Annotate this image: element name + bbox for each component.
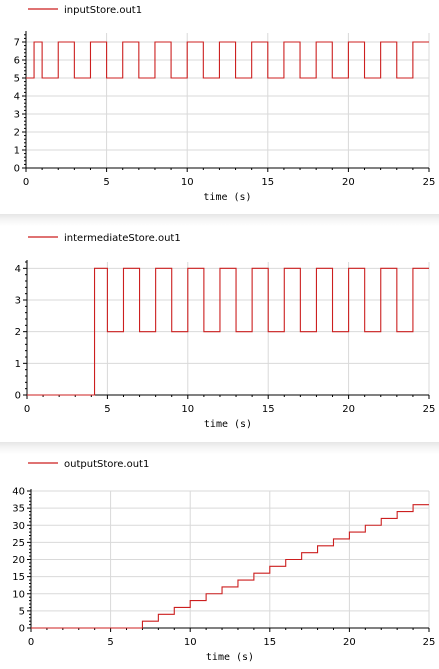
y-tick-label: 2 [15,327,21,338]
y-tick-label: 0 [15,391,21,402]
x-tick-label: 0 [23,177,29,188]
axes: 0 1 2 3 4 5 6 7 0 5 10 15 20 25 [14,31,436,188]
y-tick-label: 4 [15,264,21,275]
y-tick-label: 30 [12,521,25,532]
x-tick-label: 15 [263,637,276,648]
axes: 0 5 10 15 20 25 30 35 40 0 5 10 15 20 25 [12,487,435,649]
grid [30,490,430,629]
x-tick-label: 15 [262,404,275,415]
x-axis-title: time (s) [204,419,252,430]
legend-label: inputStore.out1 [64,5,142,16]
x-tick-label: 20 [343,637,356,648]
series-line[interactable] [27,267,429,396]
y-tick-label: 1 [14,146,20,157]
y-tick-label: 25 [12,538,25,549]
x-tick-label: 15 [261,177,274,188]
y-tick-label: 7 [14,38,20,49]
y-tick-label: 1 [15,359,21,370]
y-tick-label: 3 [14,110,20,121]
y-tick-label: 4 [14,92,20,103]
x-tick-label: 5 [104,404,110,415]
legend-label: outputStore.out1 [64,459,149,470]
y-tick-label: 40 [12,487,25,498]
x-axis-title: time (s) [206,652,254,663]
y-tick-label: 20 [12,555,25,566]
intermediate-store-chart[interactable]: intermediateStore.out1 0 1 2 3 4 0 5 10 15 20 25 tim… [0,228,439,442]
x-tick-label: 10 [184,637,197,648]
plot-panel-input-store[interactable]: inputStore.out1 0 1 2 3 4 5 6 7 0 5 10 15 20 25 time (s… [0,0,439,214]
output-store-chart[interactable]: outputStore.out1 0 5 10 15 20 25 30 35 40 0 5 10 15 20… [0,454,439,669]
x-tick-label: 0 [28,637,34,648]
panel-separator [0,442,439,454]
y-tick-label: 0 [14,164,20,175]
x-tick-label: 20 [342,404,355,415]
y-tick-label: 10 [12,589,25,600]
x-axis-title: time (s) [203,192,251,203]
series-line[interactable] [26,41,429,79]
input-store-chart[interactable]: inputStore.out1 0 1 2 3 4 5 6 7 0 5 10 15 20 25 time (s… [0,0,439,214]
y-tick-label: 2 [14,128,20,139]
y-tick-label: 5 [19,606,25,617]
legend: intermediateStore.out1 [28,233,181,244]
x-tick-label: 10 [181,404,194,415]
plot-panel-intermediate-store[interactable]: intermediateStore.out1 0 1 2 3 4 0 5 10 15 20 25 tim… [0,228,439,442]
y-tick-label: 3 [15,296,21,307]
grid [26,262,430,396]
legend: inputStore.out1 [28,5,142,16]
series-line[interactable] [31,504,429,629]
x-tick-label: 25 [423,177,436,188]
x-tick-label: 25 [423,404,436,415]
y-tick-label: 6 [14,56,20,67]
x-tick-label: 0 [24,404,30,415]
axes: 0 1 2 3 4 0 5 10 15 20 25 [15,260,436,415]
y-tick-label: 35 [12,504,25,515]
plot-panel-output-store[interactable]: outputStore.out1 0 5 10 15 20 25 30 35 40 0 5 10 15 20… [0,454,439,669]
y-tick-label: 0 [19,624,25,635]
legend: outputStore.out1 [28,459,149,470]
y-tick-label: 5 [14,74,20,85]
legend-label: intermediateStore.out1 [64,233,181,244]
x-tick-label: 5 [107,637,113,648]
grid [25,33,430,169]
panel-separator [0,214,439,226]
x-tick-label: 25 [423,637,436,648]
x-tick-label: 20 [342,177,355,188]
x-tick-label: 5 [103,177,109,188]
y-tick-label: 15 [12,572,25,583]
x-tick-label: 10 [181,177,194,188]
